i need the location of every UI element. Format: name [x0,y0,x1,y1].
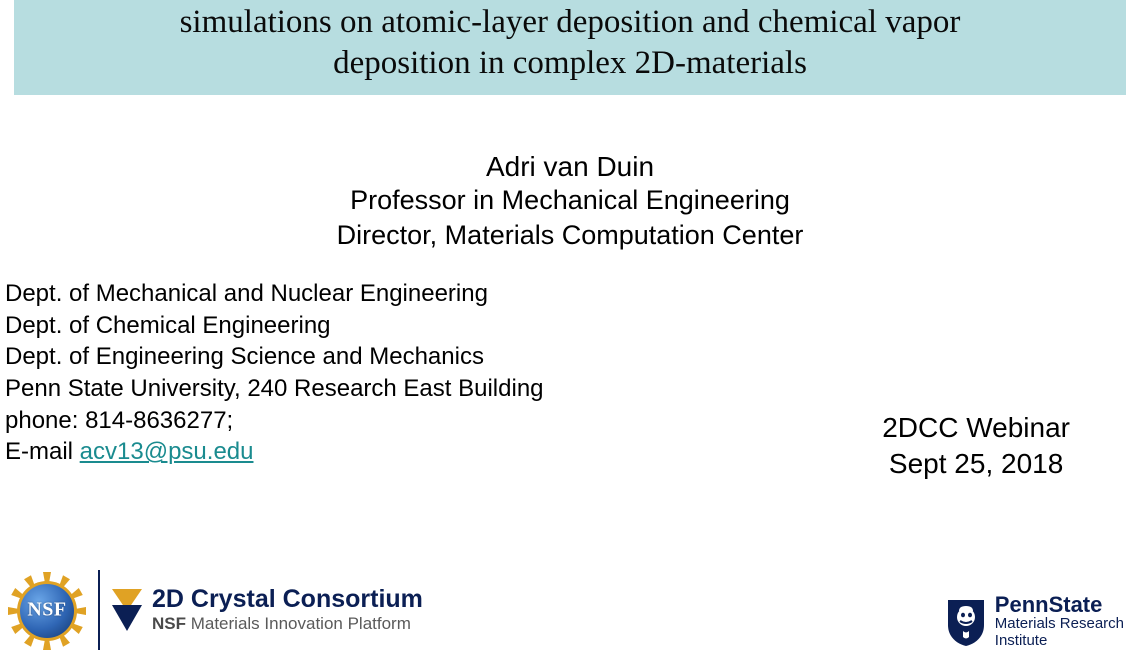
presenter-name: Adri van Duin [0,151,1140,183]
nsf-logo-icon: NSF [8,572,86,648]
consortium-sub-bold: NSF [152,614,186,633]
pennstate-block: PennState Materials Research Institute [945,594,1124,650]
title-line-1: simulations on atomic-layer deposition a… [24,2,1116,43]
title-line-2: deposition in complex 2D-materials [24,43,1116,84]
email-link[interactable]: acv13@psu.edu [80,438,254,465]
affil-line: Dept. of Chemical Engineering [5,310,544,342]
event-block: 2DCC Webinar Sept 25, 2018 [882,410,1070,483]
affiliation-block: Dept. of Mechanical and Nuclear Engineer… [5,278,544,468]
consortium-title: 2D Crystal Consortium [152,586,423,612]
arrow-down-icon [110,587,144,633]
consortium-sub-rest: Materials Innovation Platform [186,614,411,633]
pennstate-sub2: Institute [995,633,1124,650]
consortium-subtitle: NSF Materials Innovation Platform [152,614,423,634]
affil-line: Penn State University, 240 Research East… [5,373,544,405]
email-label: E-mail [5,438,80,465]
affil-line: Dept. of Mechanical and Nuclear Engineer… [5,278,544,310]
vertical-divider-icon [98,570,100,650]
event-date: Sept 25, 2018 [882,446,1070,482]
affil-line: Dept. of Engineering Science and Mechani… [5,341,544,373]
nsf-label: NSF [27,599,66,622]
affil-line: phone: 814-8636277; [5,405,544,437]
pennstate-name: PennState [995,594,1124,616]
presenter-role-1: Professor in Mechanical Engineering [0,183,1140,218]
logo-row-left: NSF 2D Crystal Consortium NSF Materials … [8,570,423,650]
email-line: E-mail acv13@psu.edu [5,436,544,468]
event-title: 2DCC Webinar [882,410,1070,446]
pennstate-shield-icon [945,597,987,647]
presenter-block: Adri van Duin Professor in Mechanical En… [0,151,1140,253]
presenter-role-2: Director, Materials Computation Center [0,218,1140,253]
pennstate-text: PennState Materials Research Institute [995,594,1124,650]
pennstate-sub1: Materials Research [995,616,1124,633]
consortium-text: 2D Crystal Consortium NSF Materials Inno… [152,586,423,634]
title-banner: simulations on atomic-layer deposition a… [14,0,1126,95]
